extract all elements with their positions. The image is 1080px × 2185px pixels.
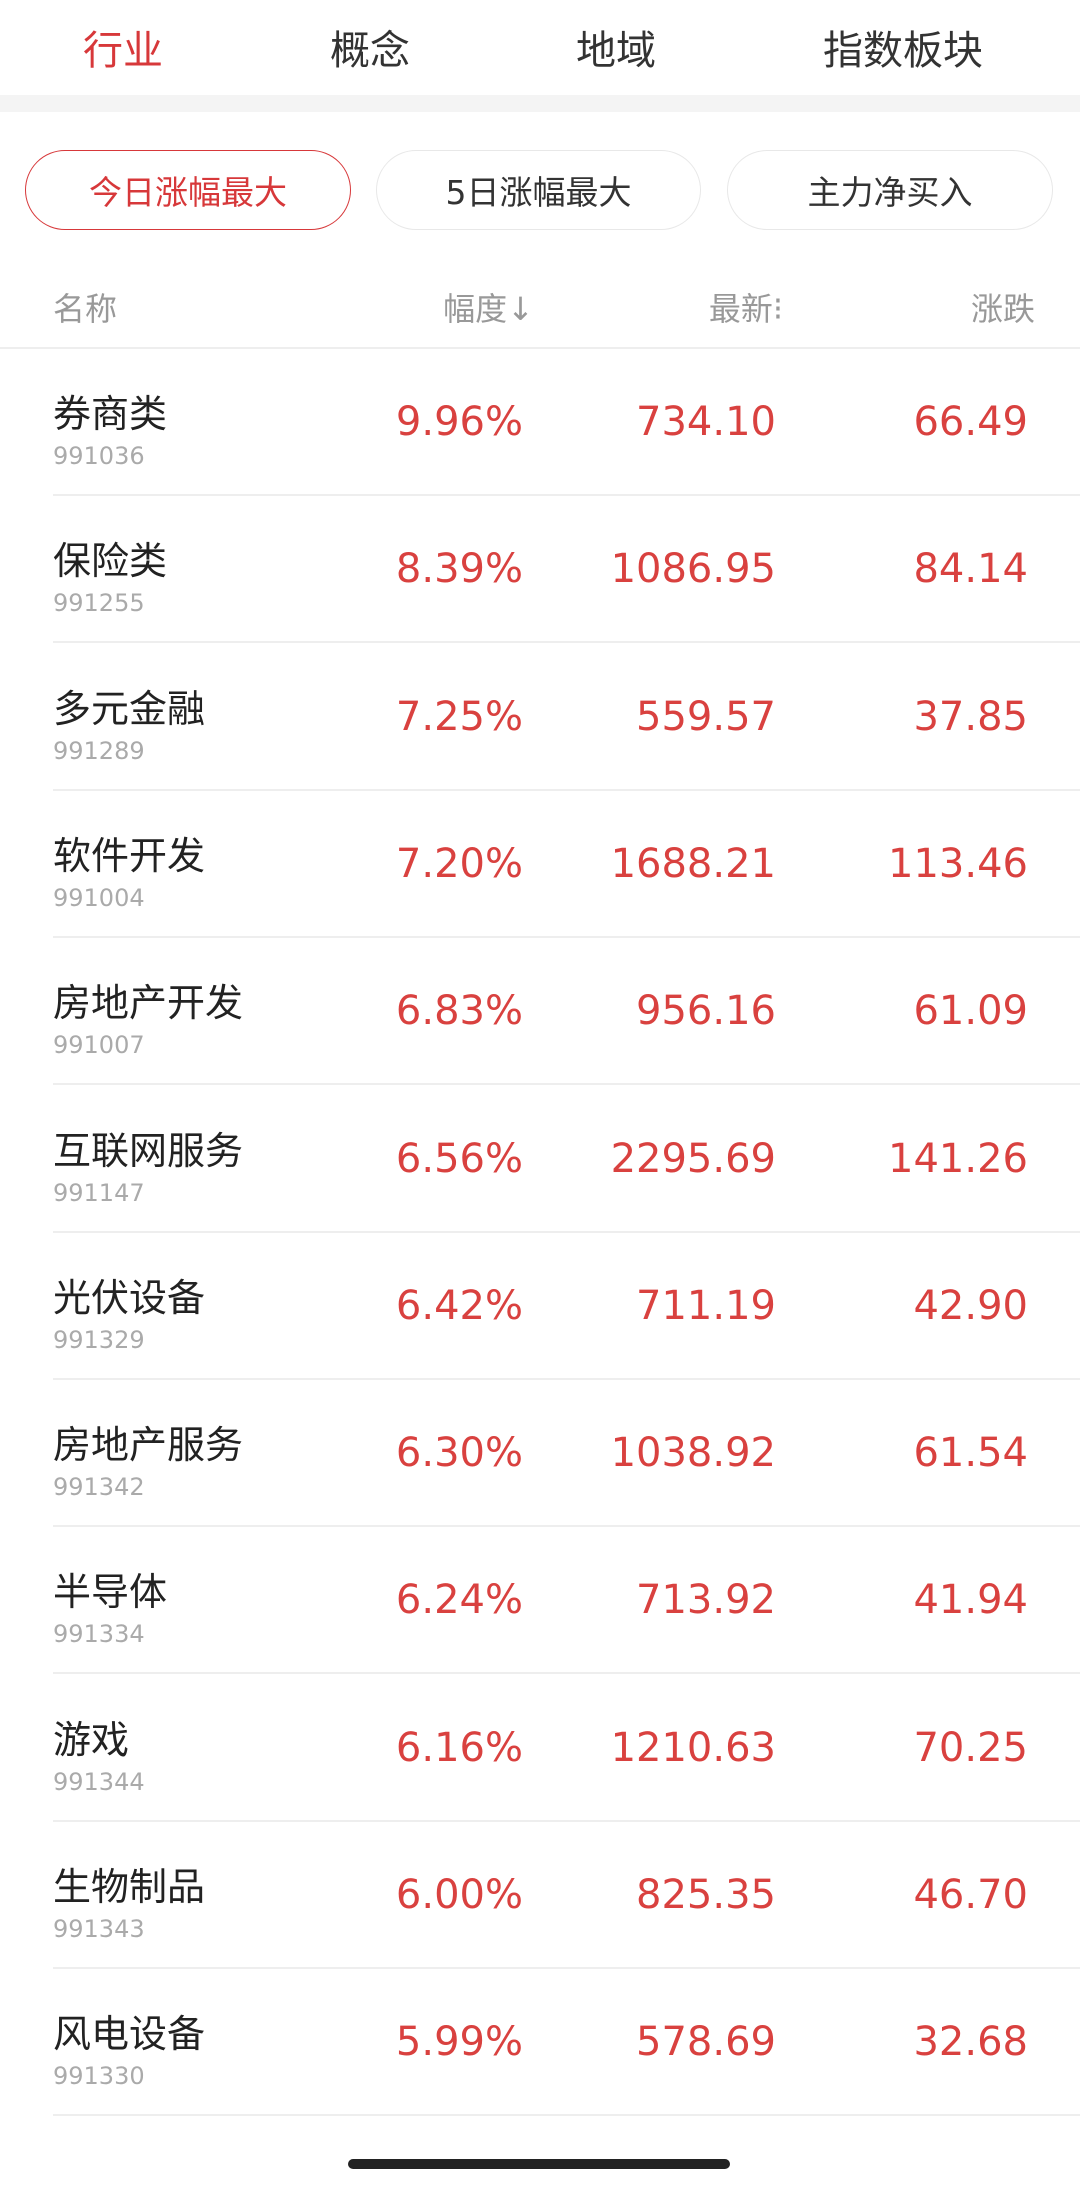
table-row[interactable]: 房地产开发 991007 6.83% 956.16 61.09 <box>0 938 1080 1086</box>
row-divider <box>53 1819 1080 1822</box>
change-pct-value: 7.25% <box>395 693 523 740</box>
change-pct-value: 6.30% <box>395 1430 523 1477</box>
sector-name: 房地产开发 <box>53 981 244 1026</box>
latest-value: 713.92 <box>636 1577 776 1624</box>
table-row[interactable]: 保险类 991255 8.39% 1086.95 84.14 <box>0 496 1080 644</box>
header-divider <box>0 347 1080 349</box>
sector-code: 991334 <box>53 1620 145 1649</box>
latest-value: 825.35 <box>636 1872 776 1918</box>
sector-code: 991255 <box>53 589 145 618</box>
row-divider <box>53 1525 1080 1528</box>
sector-name: 保险类 <box>53 539 168 584</box>
change-pct-value: 6.83% <box>395 988 523 1035</box>
sector-name: 软件开发 <box>53 833 206 878</box>
change-value: 66.49 <box>913 399 1028 445</box>
change-value: 32.68 <box>913 2019 1028 2066</box>
sector-code: 991036 <box>53 442 145 470</box>
sector-name: 券商类 <box>53 392 168 436</box>
sector-code: 991007 <box>53 1031 145 1060</box>
change-value: 84.14 <box>913 546 1028 593</box>
latest-value: 2295.69 <box>610 1135 776 1182</box>
table-row[interactable]: 券商类 991036 9.96% 734.10 66.49 <box>0 349 1080 496</box>
sector-name: 生物制品 <box>53 1865 206 1909</box>
column-header-change[interactable]: 涨跌 <box>970 290 1035 328</box>
sector-code: 991344 <box>53 1767 145 1796</box>
table-row[interactable]: 半导体 991334 6.24% 713.92 41.94 <box>0 1527 1080 1675</box>
change-value: 70.25 <box>913 1724 1028 1771</box>
change-value: 61.54 <box>913 1430 1028 1477</box>
column-header-name: 名称 <box>53 290 118 328</box>
tab-industry[interactable]: 行业 <box>83 28 163 74</box>
row-divider <box>53 1672 1080 1675</box>
table-row[interactable]: 光伏设备 991329 6.42% 711.19 42.90 <box>0 1233 1080 1380</box>
column-header-latest[interactable]: 最新⁝ <box>708 290 783 328</box>
sector-code: 991329 <box>53 1325 145 1354</box>
category-tabs: 行业 概念 地域 指数板块 <box>0 0 1080 95</box>
row-divider <box>53 1967 1080 1969</box>
row-divider <box>53 641 1080 644</box>
row-divider <box>53 935 1080 938</box>
table-row[interactable]: 多元金融 991289 7.25% 559.57 37.85 <box>0 644 1080 791</box>
sector-code: 991342 <box>53 1473 145 1502</box>
row-divider <box>53 1230 1080 1233</box>
sector-code: 991343 <box>53 1915 145 1943</box>
change-pct-value: 6.00% <box>395 1872 523 1918</box>
tab-concept[interactable]: 概念 <box>330 28 410 74</box>
table-row[interactable]: 风电设备 991330 5.99% 578.69 32.68 <box>0 1969 1080 2117</box>
table-row[interactable]: 软件开发 991004 7.20% 1688.21 113.46 <box>0 791 1080 938</box>
change-value: 42.90 <box>913 1282 1028 1329</box>
sector-name: 多元金融 <box>53 686 206 731</box>
latest-value: 1086.95 <box>610 546 776 593</box>
latest-value: 956.16 <box>636 988 776 1035</box>
tab-region[interactable]: 地域 <box>576 28 656 74</box>
change-value: 113.46 <box>888 840 1028 887</box>
sector-code: 991330 <box>53 2062 145 2091</box>
change-pct-value: 9.96% <box>395 399 523 445</box>
change-value: 37.85 <box>913 693 1028 740</box>
change-pct-value: 6.24% <box>395 1577 523 1624</box>
divider-band <box>0 95 1080 112</box>
sector-name: 游戏 <box>53 1717 130 1762</box>
change-value: 46.70 <box>913 1872 1028 1918</box>
change-pct-value: 5.99% <box>395 2019 523 2066</box>
table-row[interactable]: 生物制品 991343 6.00% 825.35 46.70 <box>0 1822 1080 1969</box>
latest-value: 711.19 <box>636 1282 776 1329</box>
filter-today-top-gain[interactable]: 今日涨幅最大 <box>25 150 351 230</box>
sector-name: 互联网服务 <box>53 1128 244 1173</box>
row-divider <box>53 788 1080 791</box>
change-value: 141.26 <box>888 1135 1028 1182</box>
change-pct-value: 6.56% <box>395 1135 523 1182</box>
sector-code: 991004 <box>53 883 145 912</box>
table-row[interactable]: 游戏 991344 6.16% 1210.63 70.25 <box>0 1675 1080 1822</box>
row-divider <box>53 1377 1080 1380</box>
latest-value: 1210.63 <box>610 1724 776 1771</box>
filter-main-net-buy[interactable]: 主力净买入 <box>727 150 1053 230</box>
sector-name: 房地产服务 <box>53 1423 244 1468</box>
table-row[interactable]: 互联网服务 991147 6.56% 2295.69 141.26 <box>0 1086 1080 1233</box>
latest-value: 578.69 <box>636 2019 776 2066</box>
table-row[interactable]: 房地产服务 991342 6.30% 1038.92 61.54 <box>0 1380 1080 1528</box>
sector-name: 光伏设备 <box>53 1275 206 1320</box>
sector-name: 半导体 <box>53 1570 168 1615</box>
sector-code: 991289 <box>53 736 145 765</box>
change-pct-value: 6.42% <box>395 1282 523 1329</box>
home-indicator[interactable] <box>348 2159 730 2169</box>
latest-value: 1038.92 <box>610 1430 776 1477</box>
change-pct-value: 7.20% <box>395 840 523 887</box>
change-value: 41.94 <box>913 1577 1028 1624</box>
latest-value: 559.57 <box>636 693 776 740</box>
latest-value: 1688.21 <box>610 840 776 887</box>
latest-value: 734.10 <box>636 399 776 445</box>
row-divider <box>53 1083 1080 1086</box>
row-divider <box>53 2114 1080 2117</box>
change-pct-value: 8.39% <box>395 546 523 593</box>
filter-5day-top-gain[interactable]: 5日涨幅最大 <box>376 150 701 230</box>
change-pct-value: 6.16% <box>395 1724 523 1771</box>
sector-name: 风电设备 <box>53 2012 206 2057</box>
sector-code: 991147 <box>53 1178 145 1207</box>
column-header-change-pct[interactable]: 幅度↓ <box>443 290 534 328</box>
row-divider <box>53 494 1080 496</box>
change-value: 61.09 <box>913 988 1028 1035</box>
tab-index-sector[interactable]: 指数板块 <box>823 28 983 74</box>
